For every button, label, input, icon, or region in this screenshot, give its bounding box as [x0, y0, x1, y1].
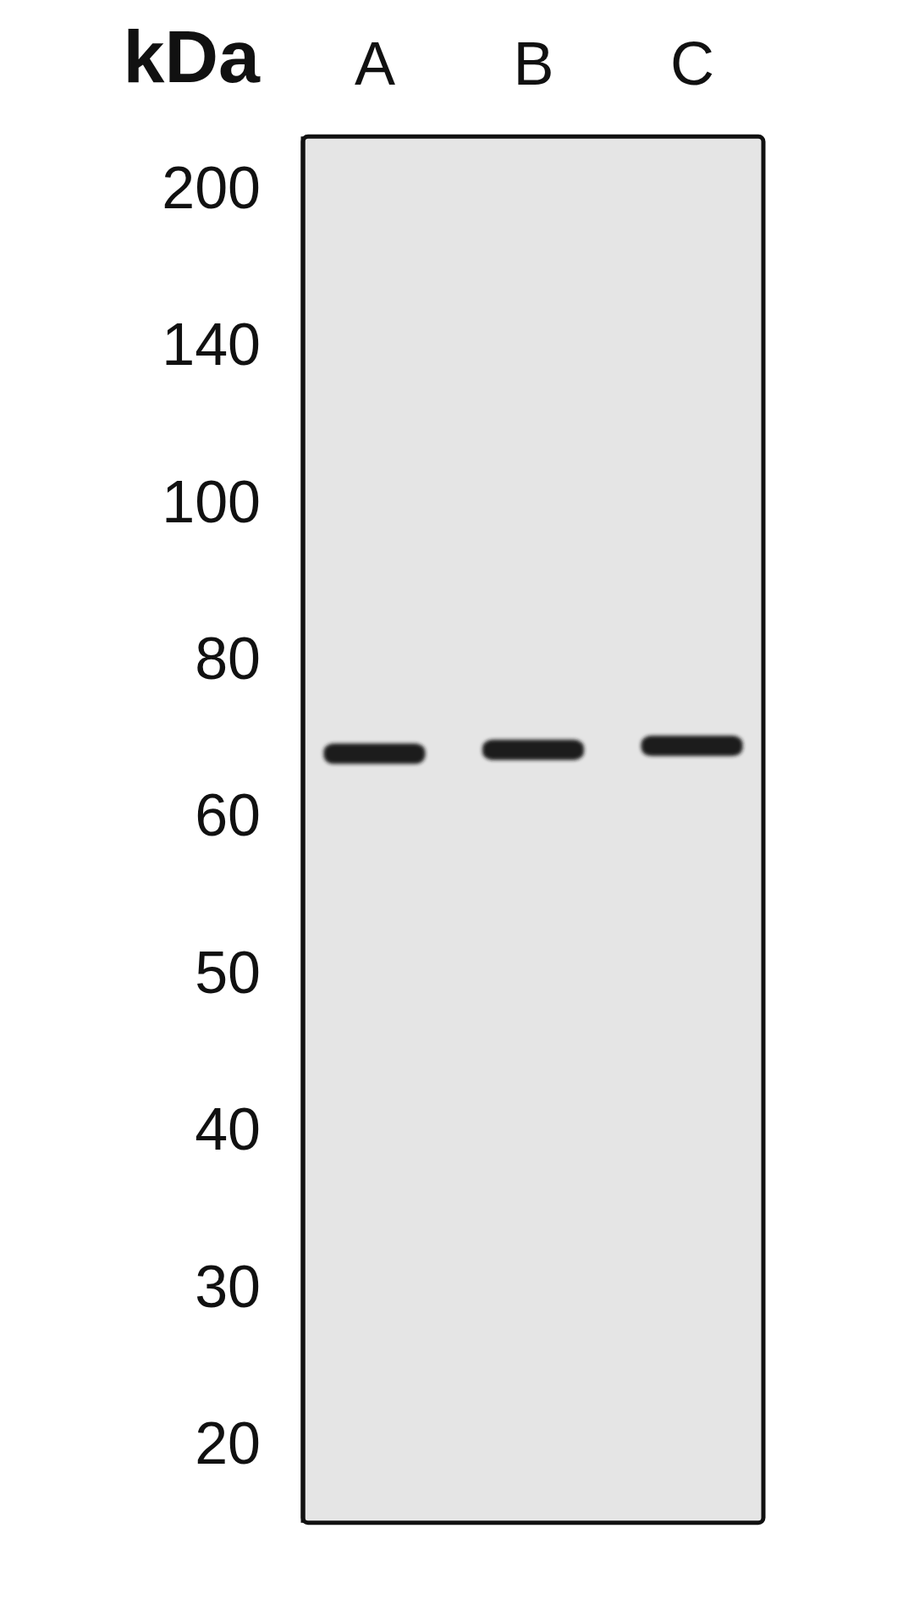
lane-tick: C [670, 29, 715, 98]
frame [302, 136, 764, 1522]
tick-label: 40 [194, 1095, 261, 1162]
band [482, 739, 584, 760]
tick: 80 [194, 625, 303, 692]
tick-label: 50 [194, 939, 261, 1006]
axis-title: kDa [123, 14, 261, 99]
tick: 100 [161, 468, 303, 535]
y-axis: 200 140 100 80 60 50 40 30 20 [161, 136, 303, 1522]
band [323, 743, 425, 764]
tick: 50 [194, 939, 303, 1006]
lane-tick: A [354, 29, 396, 98]
tick-label: 30 [194, 1253, 261, 1320]
tick-label: 60 [194, 781, 261, 848]
lane-axis: A B C [354, 29, 715, 98]
tick-label: 20 [194, 1409, 261, 1476]
tick: 20 [194, 1409, 303, 1476]
tick-label: 80 [194, 625, 261, 692]
bands [323, 735, 743, 764]
band [641, 735, 744, 756]
tick-label: 200 [161, 154, 261, 221]
tick: 30 [194, 1253, 303, 1320]
tick: 60 [194, 781, 303, 848]
axis-line [301, 136, 306, 1522]
tick: 140 [161, 311, 303, 378]
tick-label: 140 [161, 311, 261, 378]
figure: 200 140 100 80 60 50 40 30 20 kDa A B C [0, 0, 914, 1600]
tick-label: 100 [161, 468, 261, 535]
lane-label: B [512, 29, 554, 98]
lane-label: A [354, 29, 396, 98]
membrane [302, 136, 764, 1522]
tick: 40 [194, 1095, 303, 1162]
lane-label: C [670, 29, 715, 98]
lane-tick: B [512, 29, 554, 98]
tick: 200 [161, 154, 303, 221]
